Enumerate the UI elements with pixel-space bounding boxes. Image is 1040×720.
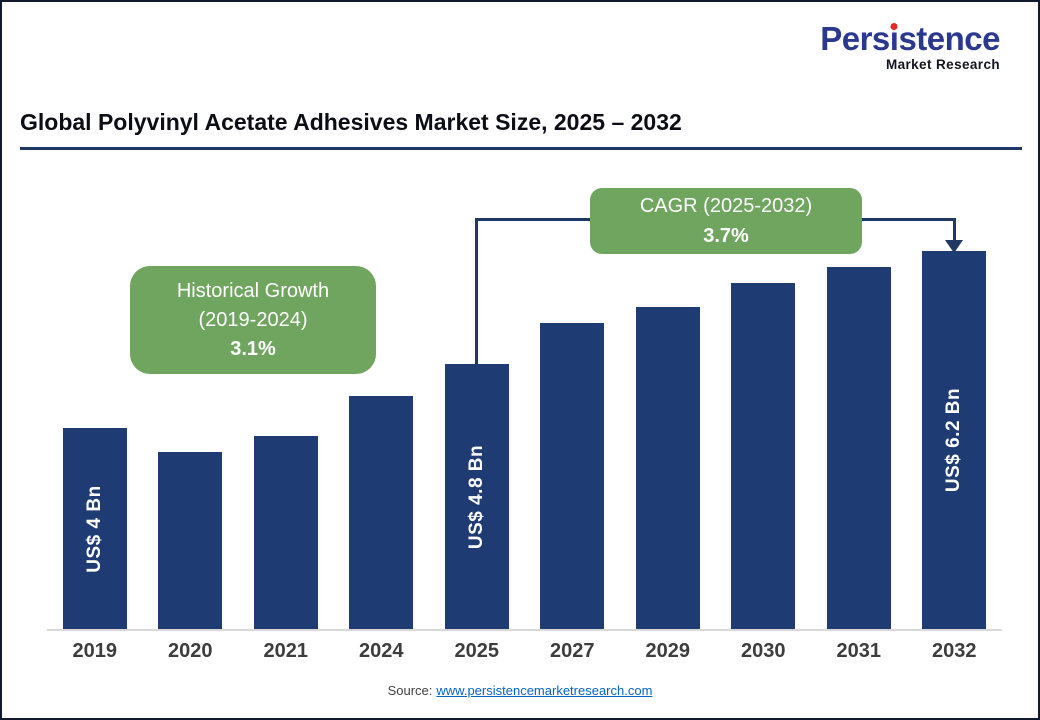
- x-axis-baseline: [47, 629, 1002, 631]
- x-tick-2032: 2032: [932, 640, 977, 662]
- cagr-connector-vertical-left: [475, 218, 478, 364]
- down-arrow-icon: [945, 240, 963, 253]
- company-logo: Persıstence Market Research: [820, 22, 1000, 72]
- bar-2024: [349, 396, 414, 629]
- bar-slot: US$ 4.8 Bn: [429, 364, 525, 629]
- bar-slot: [238, 436, 334, 629]
- bar-2030: [731, 283, 796, 629]
- bar-slot: [525, 323, 621, 629]
- x-tick-2025: 2025: [454, 640, 500, 662]
- cagr-value: 3.7%: [703, 225, 749, 247]
- historical-growth-value: 3.1%: [230, 337, 276, 360]
- bar-2020: [158, 452, 223, 629]
- x-tick-2020: 2020: [168, 640, 213, 662]
- historical-growth-callout: Historical Growth (2019-2024) 3.1%: [130, 266, 376, 374]
- historical-growth-period: (2019-2024): [198, 308, 308, 331]
- historical-growth-label: Historical Growth: [176, 279, 330, 302]
- bar-slot: [143, 452, 239, 629]
- bar-value-label: US$ 4.8 Bn: [465, 444, 487, 549]
- bar-value-label: US$ 4 Bn: [83, 484, 105, 573]
- logo-wordmark: Persıstence: [820, 22, 1000, 55]
- x-tick-2024: 2024: [359, 640, 404, 662]
- bar-slot: [811, 267, 907, 629]
- source-label: Source:: [387, 683, 433, 698]
- bar-value-label: US$ 6.2 Bn: [943, 387, 965, 493]
- page-title: Global Polyvinyl Acetate Adhesives Marke…: [20, 109, 682, 135]
- bar-2027: [540, 323, 605, 629]
- source-link[interactable]: www.persistencemarketresearch.com: [436, 683, 653, 698]
- x-tick-2031: 2031: [836, 640, 882, 662]
- source-line: Source: www.persistencemarketresearch.com: [2, 683, 1038, 698]
- bar-2019: US$ 4 Bn: [62, 428, 127, 629]
- x-tick-2019: 2019: [72, 640, 118, 662]
- bar-slot: [620, 307, 716, 629]
- plot-area: US$ 4 Bn US$ 4.8 Bn US$ 6.2 Bn: [47, 202, 1002, 629]
- bar-slot: [716, 283, 812, 629]
- cagr-callout: CAGR (2025-2032) 3.7%: [590, 188, 862, 254]
- bar-2032: US$ 6.2 Bn: [922, 251, 987, 629]
- bar-slot: US$ 4 Bn: [47, 428, 143, 629]
- bar-2029: [635, 307, 700, 629]
- x-tick-2027: 2027: [550, 640, 595, 662]
- bar-slot: US$ 6.2 Bn: [907, 251, 1003, 629]
- bar-slot: [334, 396, 430, 629]
- logo-tagline: Market Research: [885, 57, 1000, 72]
- bar-2021: [253, 436, 318, 629]
- bar-2031: [826, 267, 891, 629]
- cagr-connector-vertical-right: [953, 218, 956, 242]
- x-axis-labels: 2019 2020 2021 2024 2025 2027 2029 2030 2031 2032: [47, 640, 1002, 663]
- x-tick-2029: 2029: [645, 640, 691, 662]
- x-tick-2030: 2030: [741, 640, 786, 662]
- title-underline: [20, 147, 1022, 150]
- bar-2025: US$ 4.8 Bn: [444, 364, 509, 629]
- cagr-label: CAGR (2025-2032): [639, 195, 813, 217]
- x-tick-2021: 2021: [263, 640, 309, 662]
- logo-letter-i-red-dot: ı: [889, 20, 899, 57]
- logo-text-post: stence: [898, 20, 1000, 57]
- logo-text-pre: Pers: [820, 20, 890, 57]
